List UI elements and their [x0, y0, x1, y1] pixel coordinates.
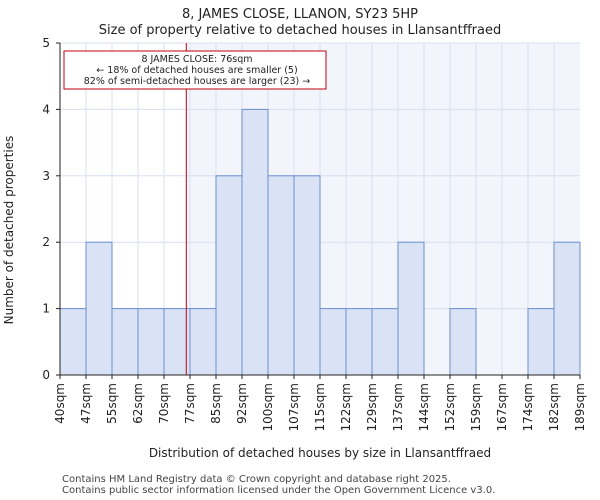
histogram-bar: [397, 241, 425, 376]
histogram-bar: [215, 175, 243, 376]
x-tick-label: 40sqm: [53, 383, 67, 424]
x-tick-label: 144sqm: [417, 383, 431, 431]
x-tick-label: 62sqm: [131, 383, 145, 424]
x-tick-label: 182sqm: [547, 383, 561, 431]
x-tick-label: 107sqm: [287, 383, 301, 431]
x-tick-label: 47sqm: [79, 383, 93, 424]
chart-title: 8, JAMES CLOSE, LLANON, SY23 5HP: [182, 7, 418, 22]
x-tick-label: 77sqm: [183, 383, 197, 424]
histogram-bar: [319, 308, 347, 376]
annotation-box: [63, 50, 327, 90]
x-tick-label: 159sqm: [469, 383, 483, 431]
chart-subtitle: Size of property relative to detached ho…: [99, 23, 501, 38]
x-tick-label: 189sqm: [573, 383, 587, 431]
histogram-bar: [137, 308, 165, 376]
histogram-bar: [267, 175, 295, 376]
annotation-text-line: 82% of semi-detached houses are larger (…: [84, 76, 311, 87]
footer-copyright-line: Contains HM Land Registry data © Crown c…: [62, 474, 451, 485]
histogram-bar: [59, 308, 87, 376]
histogram-bar: [527, 308, 555, 376]
y-tick-label: 1: [42, 302, 50, 316]
x-tick-label: 55sqm: [105, 383, 119, 424]
x-axis-label: Distribution of detached houses by size …: [149, 446, 491, 460]
y-axis-label: Number of detached properties: [2, 136, 16, 325]
x-tick-label: 100sqm: [261, 383, 275, 431]
x-tick-label: 115sqm: [313, 383, 327, 431]
y-tick-label: 5: [42, 36, 50, 50]
histogram-bar: [241, 108, 269, 376]
x-tick-label: 92sqm: [235, 383, 249, 424]
y-tick-label: 4: [42, 102, 50, 116]
annotation-text-line: ← 18% of detached houses are smaller (5): [96, 65, 297, 76]
x-tick-label: 137sqm: [391, 383, 405, 431]
histogram-bar: [189, 308, 217, 376]
footer-licence-line: Contains public sector information licen…: [62, 485, 496, 496]
x-tick-label: 85sqm: [209, 383, 223, 424]
x-tick-label: 129sqm: [365, 383, 379, 431]
plot-area: 0 1 2 3 4 5 40sqm 47sqm 55sqm 62sqm 70sqm 77sqm 85sq…: [42, 36, 587, 431]
y-tick-label: 3: [42, 169, 50, 183]
histogram-bar: [371, 308, 399, 376]
histogram-chart: 8, JAMES CLOSE, LLANON, SY23 5HP Size of…: [2, 7, 587, 460]
x-tick-label: 122sqm: [339, 383, 353, 431]
histogram-bar: [293, 175, 321, 376]
y-tick-label: 0: [42, 368, 50, 382]
histogram-bar: [345, 308, 373, 376]
x-tick-label: 174sqm: [521, 383, 535, 431]
histogram-bar: [553, 241, 581, 376]
histogram-bar: [449, 308, 477, 376]
x-tick-label: 70sqm: [157, 383, 171, 424]
annotation-text-line: 8 JAMES CLOSE: 76sqm: [141, 54, 252, 65]
histogram-bar: [85, 241, 113, 376]
x-tick-label: 167sqm: [495, 383, 509, 431]
x-tick-label: 152sqm: [443, 383, 457, 431]
histogram-bar: [111, 308, 139, 376]
y-tick-label: 2: [42, 235, 50, 249]
